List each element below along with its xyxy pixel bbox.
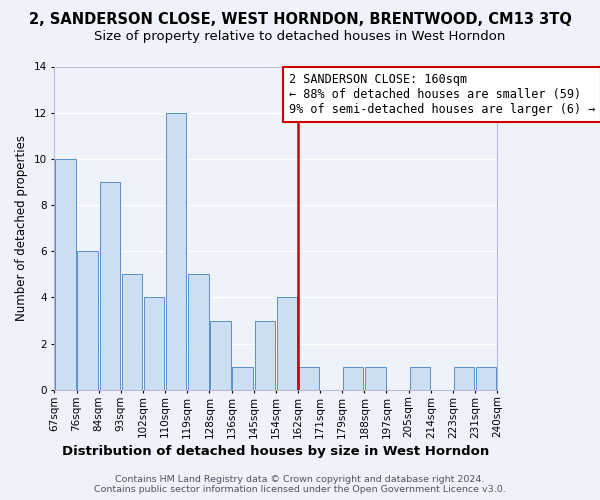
- Bar: [299, 367, 319, 390]
- Bar: [476, 367, 496, 390]
- Y-axis label: Number of detached properties: Number of detached properties: [15, 135, 28, 321]
- Bar: [254, 320, 275, 390]
- Bar: [55, 159, 76, 390]
- Bar: [343, 367, 364, 390]
- Bar: [454, 367, 474, 390]
- Bar: [365, 367, 386, 390]
- Bar: [144, 298, 164, 390]
- Bar: [122, 274, 142, 390]
- Bar: [410, 367, 430, 390]
- Text: Size of property relative to detached houses in West Horndon: Size of property relative to detached ho…: [94, 30, 506, 43]
- Bar: [277, 298, 297, 390]
- Text: 2 SANDERSON CLOSE: 160sqm
← 88% of detached houses are smaller (59)
9% of semi-d: 2 SANDERSON CLOSE: 160sqm ← 88% of detac…: [289, 73, 595, 116]
- Bar: [100, 182, 120, 390]
- Text: Contains HM Land Registry data © Crown copyright and database right 2024.
Contai: Contains HM Land Registry data © Crown c…: [94, 474, 506, 494]
- Bar: [77, 252, 98, 390]
- Bar: [210, 320, 230, 390]
- Bar: [166, 112, 187, 390]
- X-axis label: Distribution of detached houses by size in West Horndon: Distribution of detached houses by size …: [62, 444, 490, 458]
- Text: 2, SANDERSON CLOSE, WEST HORNDON, BRENTWOOD, CM13 3TQ: 2, SANDERSON CLOSE, WEST HORNDON, BRENTW…: [29, 12, 571, 28]
- Bar: [232, 367, 253, 390]
- Bar: [188, 274, 209, 390]
